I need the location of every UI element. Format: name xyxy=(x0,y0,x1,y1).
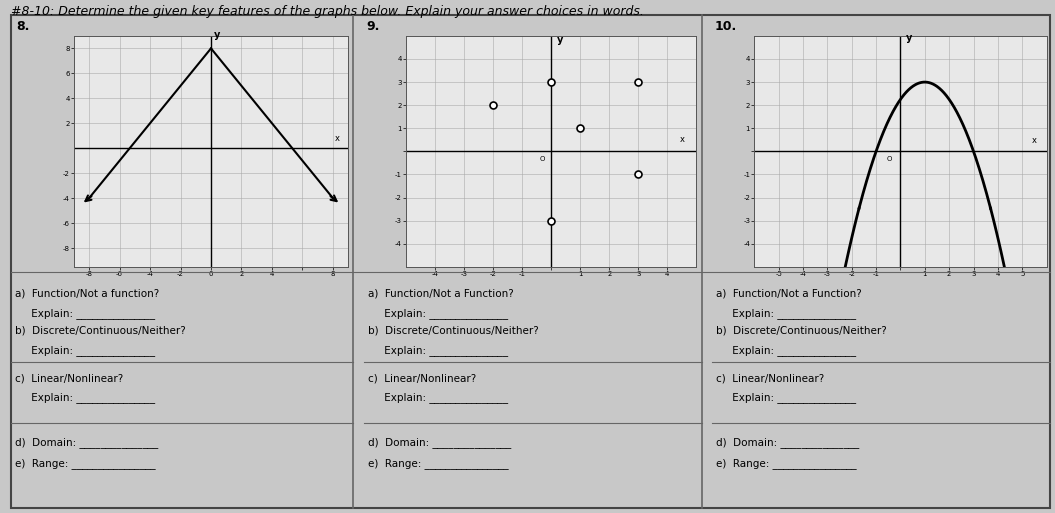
Text: e)  Range: ________________: e) Range: ________________ xyxy=(15,458,155,468)
Text: y: y xyxy=(557,35,563,45)
Text: x: x xyxy=(335,134,340,143)
Text: b)  Discrete/Continuous/Neither?: b) Discrete/Continuous/Neither? xyxy=(716,326,887,336)
Text: a)  Function/Not a Function?: a) Function/Not a Function? xyxy=(368,289,514,299)
Text: Explain: _______________: Explain: _______________ xyxy=(368,392,509,403)
Text: c)  Linear/Nonlinear?: c) Linear/Nonlinear? xyxy=(368,373,477,383)
Text: y: y xyxy=(214,30,220,41)
Text: b)  Discrete/Continuous/Neither?: b) Discrete/Continuous/Neither? xyxy=(15,326,186,336)
Text: x: x xyxy=(679,135,685,144)
Text: O: O xyxy=(540,155,545,162)
Text: d)  Domain: _______________: d) Domain: _______________ xyxy=(15,437,158,448)
Text: Explain: _______________: Explain: _______________ xyxy=(716,345,857,356)
Text: a)  Function/Not a function?: a) Function/Not a function? xyxy=(15,289,159,299)
Text: Explain: _______________: Explain: _______________ xyxy=(716,392,857,403)
Text: Explain: _______________: Explain: _______________ xyxy=(716,308,857,319)
Text: Explain: _______________: Explain: _______________ xyxy=(15,345,155,356)
Text: 8.: 8. xyxy=(16,21,30,33)
Text: #8-10: Determine the given key features of the graphs below. Explain your answer: #8-10: Determine the given key features … xyxy=(11,5,644,18)
Text: 9.: 9. xyxy=(366,21,380,33)
Text: c)  Linear/Nonlinear?: c) Linear/Nonlinear? xyxy=(15,373,123,383)
Text: y: y xyxy=(906,32,913,43)
Text: Explain: _______________: Explain: _______________ xyxy=(368,345,509,356)
Text: x: x xyxy=(1032,136,1037,145)
Text: Explain: _______________: Explain: _______________ xyxy=(368,308,509,319)
Text: Explain: _______________: Explain: _______________ xyxy=(15,392,155,403)
Text: 10.: 10. xyxy=(714,21,736,33)
Text: c)  Linear/Nonlinear?: c) Linear/Nonlinear? xyxy=(716,373,825,383)
Text: e)  Range: ________________: e) Range: ________________ xyxy=(368,458,509,468)
Text: d)  Domain: _______________: d) Domain: _______________ xyxy=(716,437,860,448)
Text: e)  Range: ________________: e) Range: ________________ xyxy=(716,458,857,468)
Text: O: O xyxy=(887,155,893,162)
Text: a)  Function/Not a Function?: a) Function/Not a Function? xyxy=(716,289,862,299)
Text: b)  Discrete/Continuous/Neither?: b) Discrete/Continuous/Neither? xyxy=(368,326,539,336)
Text: Explain: _______________: Explain: _______________ xyxy=(15,308,155,319)
Text: d)  Domain: _______________: d) Domain: _______________ xyxy=(368,437,512,448)
